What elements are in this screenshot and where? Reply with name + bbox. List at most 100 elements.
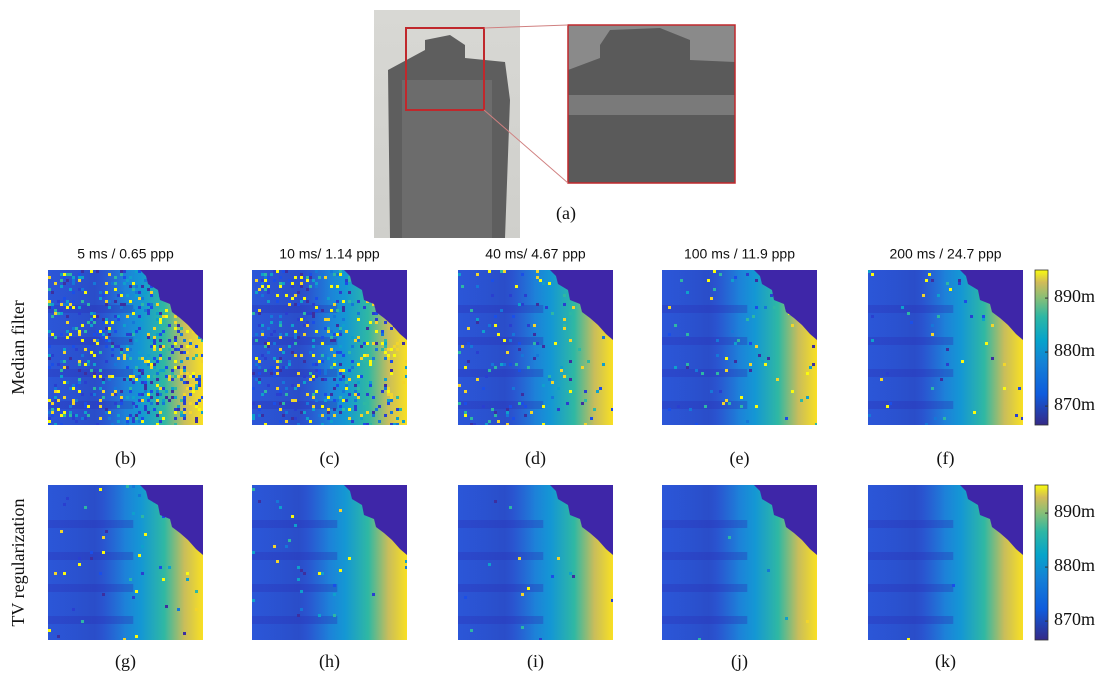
noise-pixel: [78, 279, 81, 282]
window-band: [252, 401, 337, 409]
noise-pixel: [75, 399, 78, 402]
noise-pixel: [258, 381, 261, 384]
noise-pixel: [135, 414, 138, 417]
noise-pixel: [102, 396, 105, 399]
noise-pixel: [357, 300, 360, 303]
noise-pixel: [108, 306, 111, 309]
noise-pixel: [66, 306, 69, 309]
noise-pixel: [973, 411, 976, 414]
noise-pixel: [342, 408, 345, 411]
noise-pixel: [180, 327, 183, 330]
noise-pixel: [348, 408, 351, 411]
noise-pixel: [518, 303, 521, 306]
noise-pixel: [791, 324, 794, 327]
noise-pixel: [506, 411, 509, 414]
noise-pixel: [162, 578, 165, 581]
noise-pixel: [312, 375, 315, 378]
noise-pixel: [114, 300, 117, 303]
noise-pixel: [521, 303, 524, 306]
noise-pixel: [354, 408, 357, 411]
noise-pixel: [934, 417, 937, 420]
noise-pixel: [132, 282, 135, 285]
noise-pixel: [270, 366, 273, 369]
window-band: [662, 584, 747, 592]
noise-pixel: [315, 309, 318, 312]
noise-pixel: [360, 345, 363, 348]
noise-pixel: [533, 357, 536, 360]
noise-pixel: [147, 396, 150, 399]
noise-pixel: [285, 366, 288, 369]
noise-pixel: [174, 387, 177, 390]
noise-pixel: [387, 357, 390, 360]
noise-pixel: [300, 590, 303, 593]
noise-pixel: [554, 342, 557, 345]
noise-pixel: [494, 324, 497, 327]
noise-pixel: [494, 315, 497, 318]
noise-pixel: [99, 291, 102, 294]
noise-pixel: [66, 273, 69, 276]
noise-pixel: [542, 345, 545, 348]
noise-pixel: [54, 309, 57, 312]
noise-pixel: [153, 357, 156, 360]
noise-pixel: [141, 303, 144, 306]
noise-pixel: [584, 399, 587, 402]
colorbar-tick-label: 880m: [1054, 340, 1095, 360]
noise-pixel: [126, 294, 129, 297]
noise-pixel: [102, 593, 105, 596]
noise-pixel: [755, 405, 758, 408]
noise-pixel: [348, 300, 351, 303]
noise-pixel: [467, 360, 470, 363]
noise-pixel: [557, 387, 560, 390]
noise-pixel: [261, 414, 264, 417]
noise-pixel: [84, 291, 87, 294]
noise-pixel: [306, 402, 309, 405]
noise-pixel: [509, 324, 512, 327]
noise-pixel: [291, 282, 294, 285]
noise-pixel: [336, 324, 339, 327]
noise-pixel: [970, 315, 973, 318]
noise-pixel: [282, 351, 285, 354]
colorbar-tick-label: 880m: [1054, 555, 1095, 575]
noise-pixel: [78, 312, 81, 315]
noise-pixel: [985, 342, 988, 345]
noise-pixel: [734, 360, 737, 363]
noise-pixel: [569, 360, 572, 363]
noise-pixel: [48, 411, 51, 414]
noise-pixel: [276, 300, 279, 303]
noise-pixel: [81, 300, 84, 303]
noise-pixel: [84, 372, 87, 375]
noise-pixel: [102, 330, 105, 333]
noise-pixel: [333, 315, 336, 318]
noise-pixel: [369, 423, 372, 426]
noise-pixel: [491, 279, 494, 282]
noise-pixel: [330, 330, 333, 333]
noise-pixel: [132, 396, 135, 399]
noise-pixel: [147, 378, 150, 381]
noise-pixel: [123, 303, 126, 306]
noise-pixel: [54, 282, 57, 285]
noise-pixel: [806, 620, 809, 623]
noise-pixel: [384, 339, 387, 342]
noise-pixel: [252, 488, 255, 491]
noise-pixel: [506, 351, 509, 354]
noise-pixel: [276, 393, 279, 396]
noise-pixel: [297, 372, 300, 375]
noise-pixel: [111, 282, 114, 285]
noise-pixel: [542, 282, 545, 285]
noise-pixel: [276, 387, 279, 390]
noise-pixel: [102, 321, 105, 324]
noise-pixel: [90, 312, 93, 315]
noise-pixel: [470, 345, 473, 348]
noise-pixel: [60, 375, 63, 378]
noise-pixel: [282, 366, 285, 369]
noise-pixel: [189, 342, 192, 345]
noise-pixel: [198, 408, 201, 411]
subfigure-label: (d): [525, 448, 546, 469]
subfigure-label: (a): [556, 203, 576, 224]
noise-pixel: [159, 354, 162, 357]
noise-pixel: [72, 327, 75, 330]
noise-pixel: [198, 375, 201, 378]
noise-pixel: [255, 333, 258, 336]
noise-pixel: [345, 279, 348, 282]
noise-pixel: [258, 288, 261, 291]
